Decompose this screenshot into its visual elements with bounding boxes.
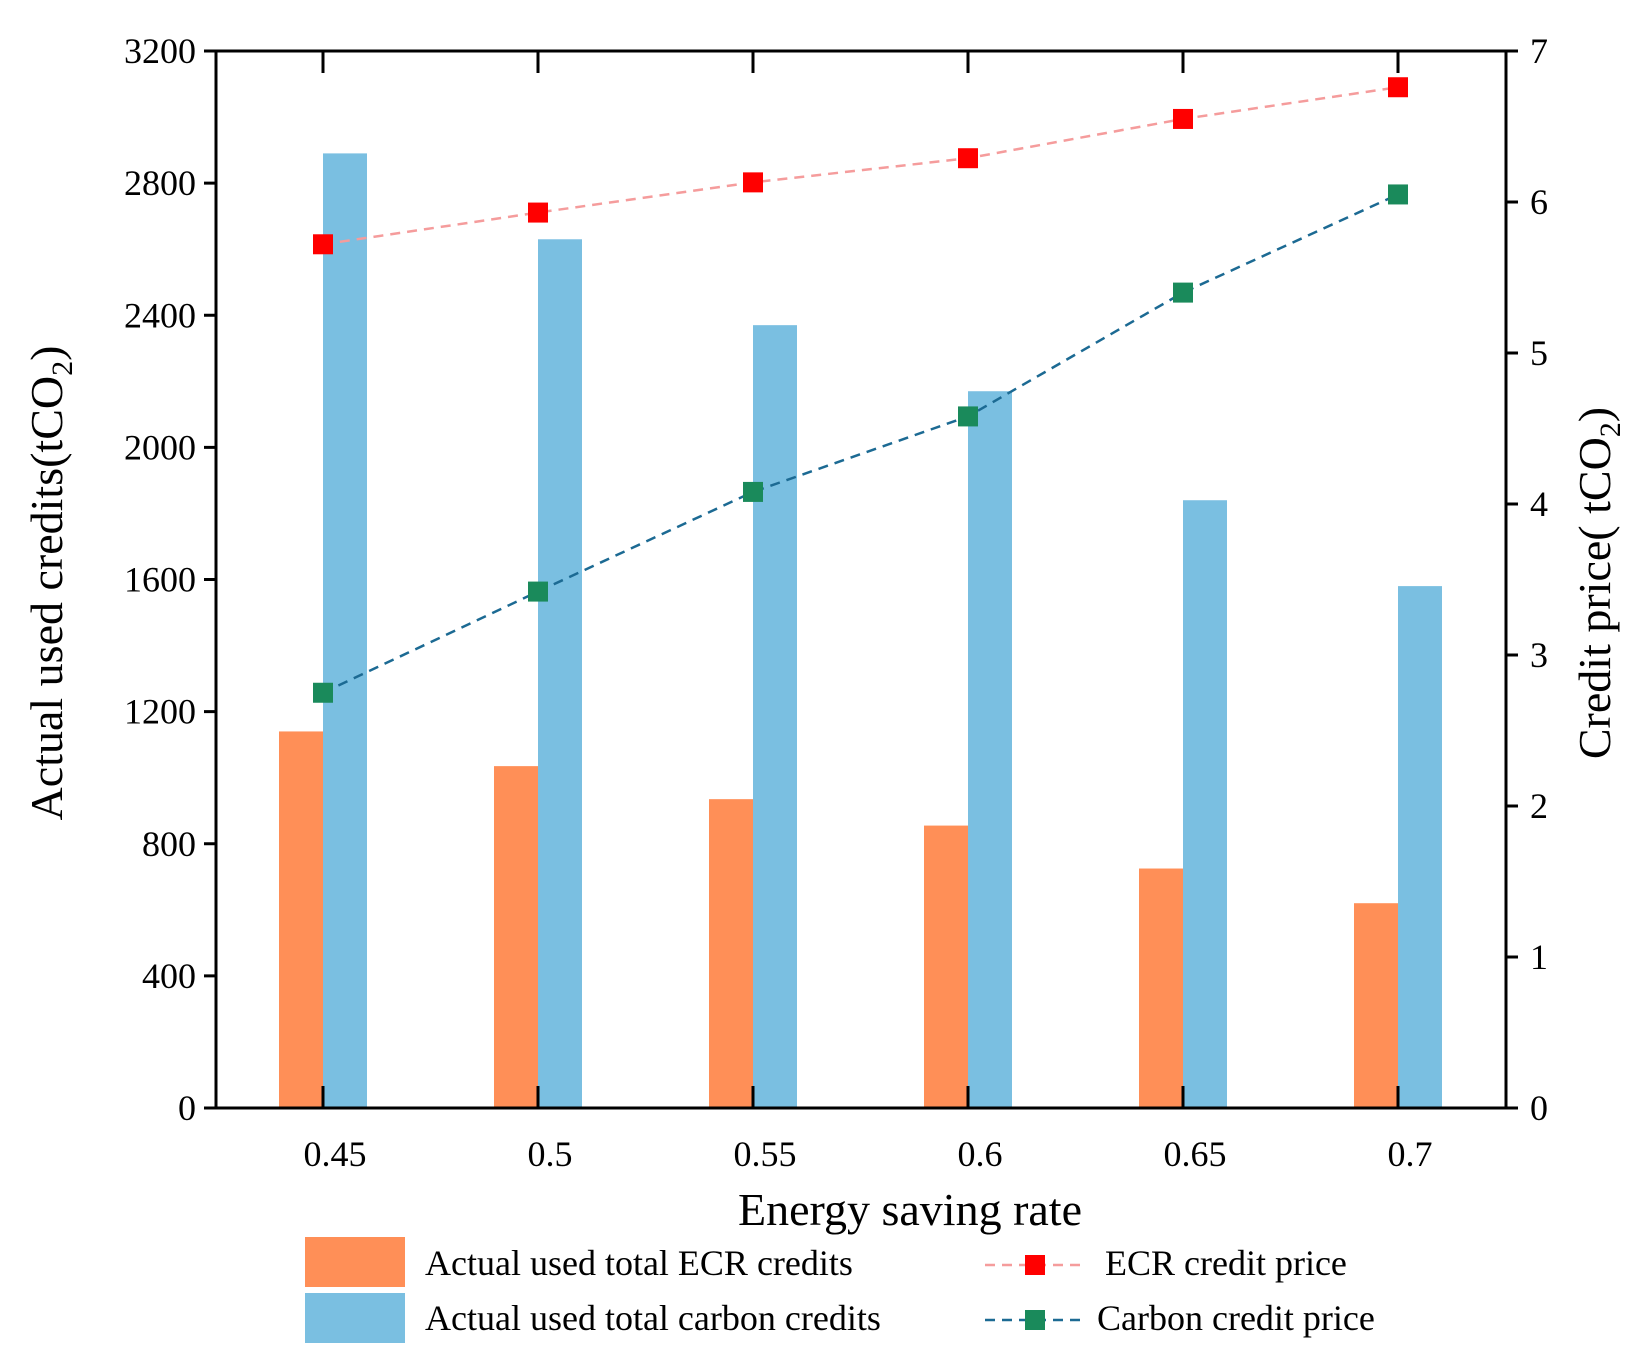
x-tick-label: 0.65 xyxy=(1164,1134,1227,1174)
y-tick-label: 0 xyxy=(178,1088,196,1128)
marker-ecr-price-0.6 xyxy=(958,148,978,169)
lines-layer xyxy=(313,77,1408,703)
x-tick-label: 0.7 xyxy=(1388,1134,1433,1174)
marker-ecr-price-0.55 xyxy=(743,172,763,193)
legend-marker-carbon-price xyxy=(1025,1310,1045,1330)
y2-tick-label: 0 xyxy=(1530,1088,1548,1128)
y2-axis-title-end: ) xyxy=(1569,407,1620,422)
marker-ecr-price-0.5 xyxy=(528,202,548,223)
y-tick-label: 400 xyxy=(142,956,196,996)
legend-swatch-ecr-credits xyxy=(305,1237,405,1287)
legend-label-ecr-credits: Actual used total ECR credits xyxy=(425,1243,853,1283)
y2-axis-title: Credit price( tCO2) xyxy=(1569,407,1627,759)
bars-layer xyxy=(279,153,1442,1109)
bar-ecr-0.55 xyxy=(709,799,753,1108)
y-tick-label: 2400 xyxy=(124,295,196,335)
bar-carbon-0.55 xyxy=(753,325,797,1108)
y2-axis-title-sub: 2 xyxy=(1594,422,1627,437)
y-tick-label: 1600 xyxy=(124,560,196,600)
marker-carbon-price-0.7 xyxy=(1388,184,1408,205)
legend-label-carbon-price: Carbon credit price xyxy=(1097,1298,1375,1338)
marker-ecr-price-0.45 xyxy=(313,234,333,255)
bar-carbon-0.45 xyxy=(323,153,367,1109)
bar-ecr-0.45 xyxy=(279,731,323,1108)
y2-tick-label: 3 xyxy=(1530,635,1548,675)
legend: Actual used total ECR credits Actual use… xyxy=(305,1237,1375,1343)
y-tick-label: 1200 xyxy=(124,692,196,732)
y-axis-title-end: ) xyxy=(21,346,72,361)
plot-frame xyxy=(214,49,1508,1110)
bar-ecr-0.6 xyxy=(924,825,968,1108)
marker-carbon-price-0.65 xyxy=(1173,282,1193,303)
y2-tick-label: 2 xyxy=(1530,786,1548,826)
x-tick-label: 0.6 xyxy=(958,1134,1003,1174)
y2-axis-title-main: Credit price( tCO xyxy=(1569,437,1620,759)
marker-ecr-price-0.7 xyxy=(1388,77,1408,98)
bar-carbon-0.65 xyxy=(1183,500,1227,1109)
bar-carbon-0.7 xyxy=(1398,586,1442,1108)
bar-ecr-0.7 xyxy=(1354,903,1398,1108)
y-tick-label: 3200 xyxy=(124,31,196,71)
y2-tick-label: 6 xyxy=(1530,182,1548,222)
bar-carbon-0.5 xyxy=(538,239,582,1108)
bar-ecr-0.5 xyxy=(494,766,538,1108)
bar-ecr-0.65 xyxy=(1139,868,1183,1108)
x-tick-label: 0.5 xyxy=(528,1134,573,1174)
legend-label-ecr-price: ECR credit price xyxy=(1105,1243,1347,1283)
y2-tick-label: 7 xyxy=(1530,31,1548,71)
y-axis-title: Actual used credits(tCO2) xyxy=(21,346,79,821)
marker-carbon-price-0.6 xyxy=(958,406,978,427)
line-carbon-price xyxy=(322,193,1399,694)
x-axis-title: Energy saving rate xyxy=(738,1184,1082,1235)
line-ecr-price xyxy=(322,86,1399,246)
y-axis-title-sub: 2 xyxy=(46,361,79,376)
axes-layer: 0 400 800 1200 1600 2000 2400 2800 3200 0 1 2 3 4 5 6 7 0… xyxy=(124,31,1548,1174)
marker-ecr-price-0.65 xyxy=(1173,108,1193,129)
bar-carbon-0.6 xyxy=(968,391,1012,1108)
y-tick-label: 2000 xyxy=(124,427,196,467)
legend-label-carbon-credits: Actual used total carbon credits xyxy=(425,1298,881,1338)
x-tick-label: 0.45 xyxy=(304,1134,367,1174)
y-tick-label: 2800 xyxy=(124,163,196,203)
legend-marker-ecr-price xyxy=(1025,1255,1045,1275)
y-tick-label: 800 xyxy=(142,824,196,864)
y2-tick-label: 4 xyxy=(1530,484,1548,524)
marker-carbon-price-0.45 xyxy=(313,682,333,703)
x-tick-label: 0.55 xyxy=(734,1134,797,1174)
y2-tick-label: 5 xyxy=(1530,333,1548,373)
marker-carbon-price-0.55 xyxy=(743,481,763,502)
y-axis-title-main: Actual used credits(tCO xyxy=(21,376,72,821)
y2-tick-label: 1 xyxy=(1530,937,1548,977)
marker-carbon-price-0.5 xyxy=(528,581,548,602)
legend-swatch-carbon-credits xyxy=(305,1293,405,1343)
